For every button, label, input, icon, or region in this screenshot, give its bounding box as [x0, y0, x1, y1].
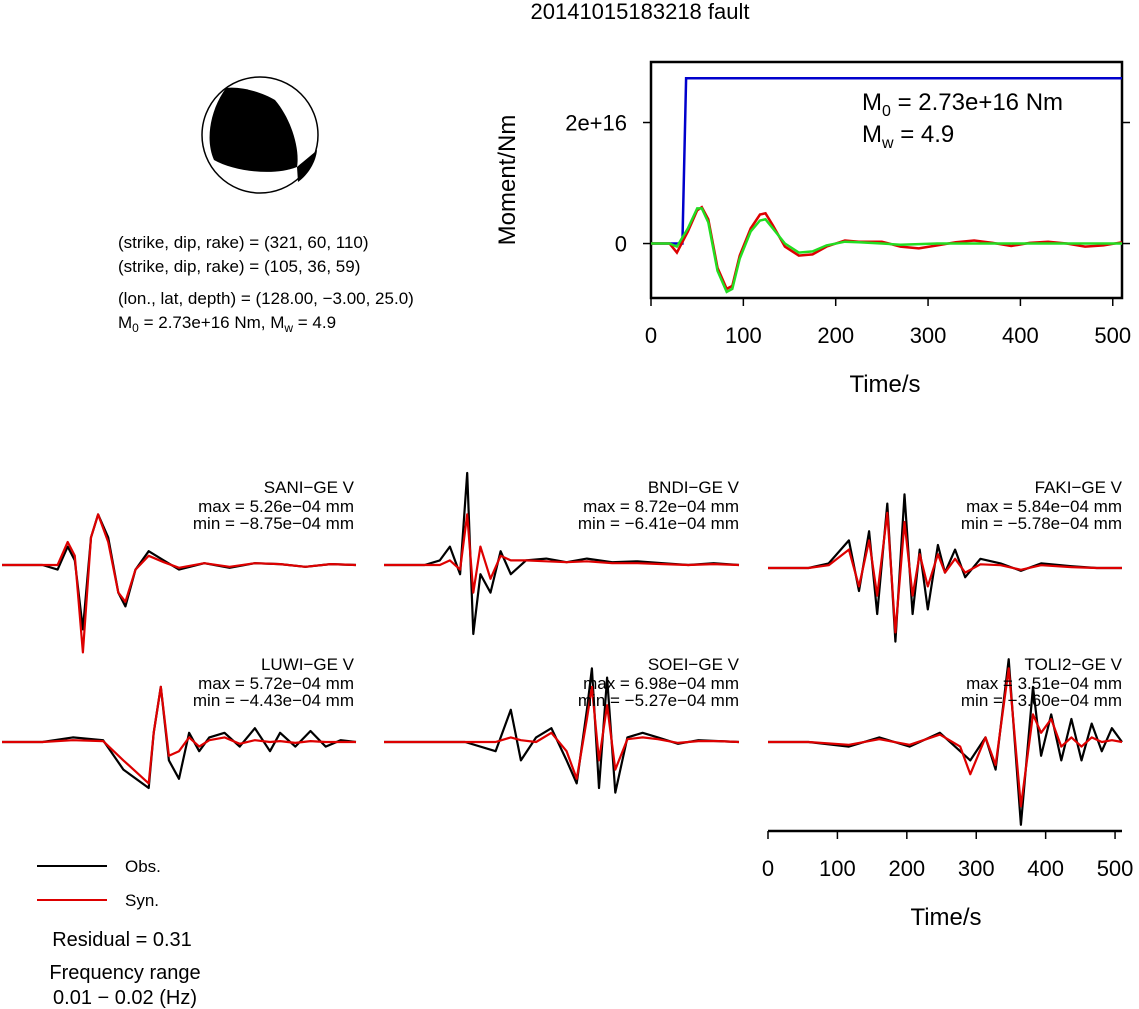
moment-x-tick-label: 500 — [1094, 323, 1131, 348]
waveform-x-tick-label: 300 — [958, 856, 995, 881]
moment-mw-sub: w — [881, 135, 894, 152]
moment-series-line-green — [651, 207, 1122, 294]
station-name: TOLI2−GE V — [1025, 655, 1123, 674]
mechanism-m0-sub: 0 — [132, 321, 139, 335]
moment-series — [651, 77, 1123, 294]
station-max: max = 8.72e−04 mm — [583, 497, 739, 516]
moment-x-tick-label: 300 — [910, 323, 947, 348]
mechanism-text: (strike, dip, rake) = (321, 60, 110) (st… — [118, 233, 414, 335]
moment-m0-annotation: M0 = 2.73e+16 Nm — [862, 89, 1063, 120]
moment-series-line-red — [651, 205, 1123, 291]
moment-series-line-blue — [651, 77, 1122, 245]
moment-x-tick-label: 0 — [645, 323, 657, 348]
moment-mw-value: = 4.9 — [894, 121, 955, 148]
moment-y-tick-label: 2e+16 — [565, 111, 627, 136]
moment-x-tick-label: 100 — [725, 323, 762, 348]
synthetic-trace — [768, 667, 1123, 808]
station-max: max = 6.98e−04 mm — [583, 674, 739, 693]
mechanism-line-2: (strike, dip, rake) = (105, 36, 59) — [118, 257, 360, 276]
synthetic-trace — [768, 511, 1122, 634]
moment-x-tick-label: 200 — [817, 323, 854, 348]
station-min: min = −3.60e−04 mm — [961, 691, 1122, 710]
mechanism-line-1: (strike, dip, rake) = (321, 60, 110) — [118, 233, 369, 252]
synthetic-trace — [2, 513, 357, 654]
beachball-compression-quadrant-small — [297, 150, 317, 182]
station-name: SOEI−GE V — [648, 655, 740, 674]
station-max: max = 5.84e−04 mm — [966, 497, 1122, 516]
moment-mw-label: M — [862, 121, 882, 148]
frequency-range-value: 0.01 − 0.02 (Hz) — [53, 987, 197, 1009]
waveform-x-tick-label: 400 — [1027, 856, 1064, 881]
frequency-range-title: Frequency range — [49, 962, 200, 984]
moment-mw-annotation: Mw = 4.9 — [862, 121, 954, 152]
station-max: max = 3.51e−04 mm — [966, 674, 1122, 693]
moment-m0-value: = 2.73e+16 Nm — [891, 89, 1063, 116]
synthetic-trace — [384, 685, 740, 780]
waveform-x-axis-label: Time/s — [910, 904, 981, 931]
station-min: min = −8.75e−04 mm — [193, 514, 354, 533]
moment-y-axis: 0 2e+16 — [565, 111, 1130, 257]
moment-x-axis-label: Time/s — [849, 371, 920, 398]
legend-syn-label: Syn. — [125, 891, 159, 910]
moment-y-axis-label: Moment/Nm — [494, 115, 521, 246]
figure-title: 20141015183218 fault — [531, 0, 750, 24]
waveform-x-tick-label: 0 — [762, 856, 774, 881]
mechanism-mw-sub: w — [283, 321, 293, 335]
mechanism-line-3: (lon., lat, depth) = (128.00, −3.00, 25.… — [118, 289, 414, 308]
mechanism-m0-value: = 2.73e+16 Nm, M — [139, 313, 285, 332]
synthetic-trace — [384, 513, 740, 594]
mechanism-m0-label: M — [118, 313, 132, 332]
moment-m0-sub: 0 — [882, 103, 891, 120]
waveform-x-axis: Time/s 0 100 200 300 400 500 — [762, 829, 1134, 931]
waveform-x-tick-label: 200 — [888, 856, 925, 881]
moment-x-axis: 0 100 200 300 400 500 — [645, 298, 1131, 348]
beachball — [201, 76, 319, 194]
station-max: max = 5.26e−04 mm — [198, 497, 354, 516]
moment-plot-frame — [649, 60, 1124, 300]
legend: Obs. Syn. Residual = 0.31 Frequency rang… — [37, 857, 201, 1009]
moment-plot: 0 100 200 300 400 500 0 2e+16 Time/s Moment/Nm… — [494, 60, 1131, 398]
station-min: min = −5.27e−04 mm — [578, 691, 739, 710]
moment-x-tick-label: 400 — [1002, 323, 1039, 348]
synthetic-trace — [2, 685, 356, 785]
moment-y-tick-label: 0 — [615, 232, 627, 257]
mechanism-mw-value: = 4.9 — [293, 313, 336, 332]
observed-trace — [384, 471, 740, 636]
beachball-compression-quadrant — [209, 87, 298, 172]
residual-text: Residual = 0.31 — [52, 929, 192, 951]
moment-m0-label: M — [862, 89, 882, 116]
station-max: max = 5.72e−04 mm — [198, 674, 354, 693]
mechanism-line-4: M0 = 2.73e+16 Nm, Mw = 4.9 — [118, 313, 336, 335]
waveform-x-tick-label: 100 — [819, 856, 856, 881]
station-name: SANI−GE V — [264, 478, 355, 497]
legend-obs-label: Obs. — [125, 857, 161, 876]
station-name: FAKI−GE V — [1035, 478, 1123, 497]
station-name: BNDI−GE V — [648, 478, 740, 497]
station-min: min = −4.43e−04 mm — [193, 691, 354, 710]
station-min: min = −5.78e−04 mm — [961, 514, 1122, 533]
station-name: LUWI−GE V — [261, 655, 355, 674]
waveform-x-tick-label: 500 — [1097, 856, 1134, 881]
station-min: min = −6.41e−04 mm — [578, 514, 739, 533]
